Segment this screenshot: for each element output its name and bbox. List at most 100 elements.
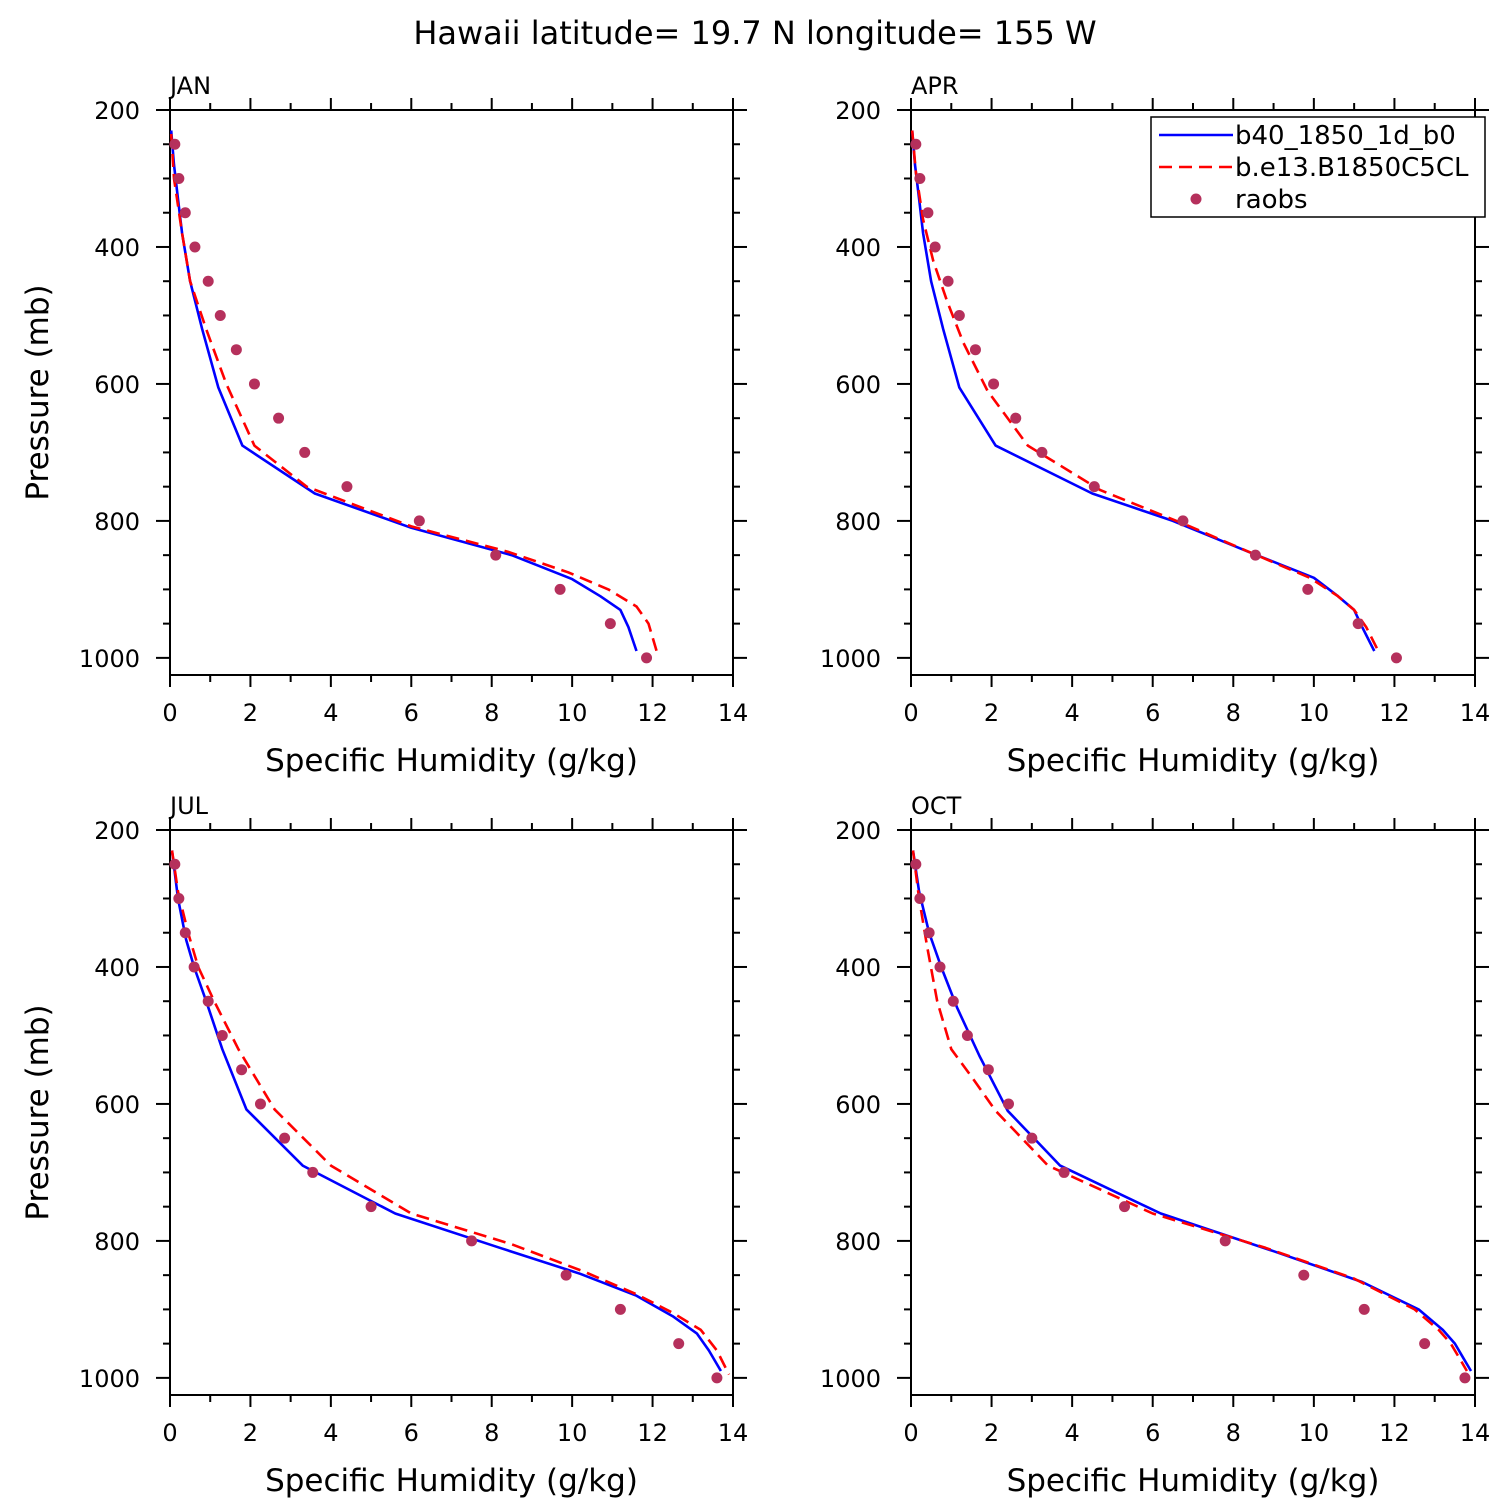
x-tick-label: 0	[162, 1419, 177, 1447]
x-tick-label: 6	[404, 699, 419, 727]
series-line-b-e13	[910, 130, 1380, 652]
y-tick-label: 200	[835, 97, 881, 125]
raobs-point	[202, 275, 214, 287]
series-line-b-e13	[170, 850, 731, 1376]
x-tick-label: 14	[718, 1419, 749, 1447]
y-tick-label: 200	[94, 97, 140, 125]
raobs-point	[988, 378, 1000, 390]
y-tick-label: 600	[835, 371, 881, 399]
y-tick-label: 800	[835, 508, 881, 536]
raobs-point	[1298, 1269, 1310, 1281]
y-tick-label: 1000	[820, 645, 881, 673]
series-line-b40	[170, 850, 723, 1372]
y-tick-label: 800	[94, 508, 140, 536]
x-tick-label: 6	[404, 1419, 419, 1447]
y-tick-label: 1000	[79, 1365, 140, 1393]
raobs-point	[490, 549, 502, 561]
x-tick-label: 0	[903, 699, 918, 727]
y-tick-label: 800	[835, 1228, 881, 1256]
y-axis-title: Pressure (mb)	[20, 1004, 56, 1220]
raobs-point	[1459, 1372, 1471, 1384]
raobs-point	[188, 961, 200, 973]
series-line-b-e13	[169, 133, 658, 652]
series-line-b-e13	[911, 850, 1469, 1372]
legend-label: raobs	[1235, 185, 1308, 215]
x-tick-label: 8	[484, 1419, 499, 1447]
raobs-point	[341, 481, 353, 493]
raobs-point	[365, 1201, 377, 1213]
raobs-point	[1036, 446, 1048, 458]
plot-frame	[169, 829, 734, 1396]
raobs-point	[307, 1166, 319, 1178]
y-tick-label: 800	[94, 1228, 140, 1256]
raobs-point	[910, 858, 922, 870]
raobs-point	[466, 1235, 478, 1247]
raobs-point	[961, 1029, 973, 1041]
raobs-point	[614, 1303, 626, 1315]
raobs-point	[929, 241, 941, 253]
raobs-point	[969, 344, 981, 356]
x-tick-label: 8	[1226, 1419, 1241, 1447]
raobs-point	[1010, 412, 1022, 424]
raobs-point	[641, 652, 653, 664]
raobs-point	[1002, 1098, 1014, 1110]
panel-label: APR	[911, 72, 959, 100]
raobs-point	[273, 412, 285, 424]
raobs-point	[1302, 583, 1314, 595]
raobs-point	[982, 1064, 994, 1076]
y-tick-label: 400	[94, 234, 140, 262]
chart-panel-jan: 0 2 4 6 8 10 12 14 200 400 600 800 1000 JAN Specific H…	[20, 72, 748, 779]
x-tick-label: 0	[162, 699, 177, 727]
raobs-point	[1352, 618, 1364, 630]
raobs-point	[248, 378, 260, 390]
raobs-point	[947, 995, 959, 1007]
x-tick-label: 4	[1065, 699, 1080, 727]
raobs-point	[202, 995, 214, 1007]
chart-panel-oct: 0 2 4 6 8 10 12 14 200 400 600 800 1000 OCT Specific H…	[820, 792, 1490, 1499]
series-line-b40	[910, 130, 1376, 652]
raobs-point	[910, 138, 922, 150]
x-tick-label: 8	[484, 699, 499, 727]
raobs-point	[934, 961, 946, 973]
y-tick-label: 600	[835, 1091, 881, 1119]
x-axis-title: Specific Humidity (g/kg)	[265, 743, 638, 779]
raobs-point	[942, 275, 954, 287]
y-tick-label: 400	[94, 954, 140, 982]
raobs-point	[299, 446, 311, 458]
x-tick-label: 10	[1299, 1419, 1330, 1447]
y-tick-label: 1000	[79, 645, 140, 673]
chart-panel-jul: 0 2 4 6 8 10 12 14 200 400 600 800 1000 JUL Specific H…	[20, 792, 748, 1499]
raobs-point	[216, 1029, 228, 1041]
legend-label: b.e13.B1850C5CL	[1235, 153, 1469, 183]
x-axis-title: Specific Humidity (g/kg)	[1007, 1463, 1380, 1499]
raobs-point	[173, 172, 185, 184]
y-axis-title: Pressure (mb)	[20, 284, 56, 500]
x-tick-label: 0	[903, 1419, 918, 1447]
raobs-point	[214, 309, 226, 321]
x-tick-label: 12	[1379, 1419, 1410, 1447]
raobs-point	[169, 138, 181, 150]
raobs-point	[554, 583, 566, 595]
y-tick-label: 600	[94, 1091, 140, 1119]
figure-title: Hawaii latitude= 19.7 N longitude= 155 W	[413, 14, 1096, 52]
raobs-point	[914, 172, 926, 184]
x-tick-label: 2	[243, 1419, 258, 1447]
legend-label: b40_1850_1d_b0	[1235, 121, 1456, 151]
raobs-point	[914, 892, 926, 904]
raobs-point	[1419, 1338, 1431, 1350]
panel-label: JUL	[168, 792, 209, 820]
legend-marker-raobs	[1190, 193, 1202, 205]
raobs-point	[230, 344, 242, 356]
raobs-point	[560, 1269, 572, 1281]
y-tick-label: 400	[835, 954, 881, 982]
x-tick-label: 6	[1145, 699, 1160, 727]
x-tick-label: 12	[637, 699, 668, 727]
raobs-point	[254, 1098, 266, 1110]
raobs-point	[179, 207, 191, 219]
raobs-point	[236, 1064, 248, 1076]
raobs-point	[279, 1132, 291, 1144]
raobs-point	[1177, 515, 1189, 527]
